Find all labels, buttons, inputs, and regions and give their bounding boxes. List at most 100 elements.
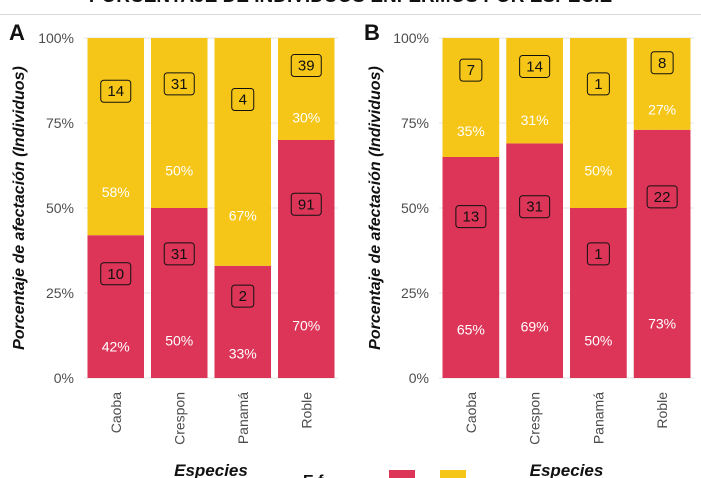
panel-a-bar-top <box>150 38 208 208</box>
panel-a-count-label: 91 <box>290 192 322 216</box>
panel-b-count-label-text: 8 <box>658 55 666 72</box>
panel-b-pct-label: 65% <box>457 321 485 337</box>
legend-key-2 <box>440 470 466 478</box>
panel-a-pct-label: 67% <box>229 208 257 224</box>
panel-a-count-label-box <box>163 242 195 266</box>
panel-a-pct-label: 70% <box>292 318 320 334</box>
panel-a-bar-bottom <box>150 208 208 378</box>
panel-b-y-tick-label: 75% <box>401 115 429 131</box>
panel-a-x-tick-label: Panamá <box>235 392 251 444</box>
panel-a-bar-bottom <box>277 140 335 378</box>
panel-a-count-label: 39 <box>290 54 322 78</box>
panel-b-count-label-box <box>519 195 551 219</box>
panel-b-pct-label: 31% <box>521 112 549 128</box>
legend-key-1 <box>389 470 415 478</box>
panel-a-y-tick-label: 50% <box>46 200 74 216</box>
panel-a-count-label-text: 31 <box>171 246 188 263</box>
panel-b-x-tick-label: Roble <box>654 392 670 429</box>
panel-b-x-tick-label: Crespon <box>527 392 543 445</box>
panel-a-count-label-text: 39 <box>298 58 315 75</box>
panel-b-count-label-text: 1 <box>594 246 602 263</box>
panel-b-count-label-text: 22 <box>654 189 671 206</box>
panel-a-count-label-text: 91 <box>298 196 315 213</box>
panel-b-count-label: 22 <box>646 185 678 209</box>
panel-a-count-label-text: 31 <box>171 76 188 93</box>
panel-a-count-label-box <box>231 88 255 112</box>
panel-b-y-tick-label: 0% <box>409 370 429 386</box>
panel-b-count-label-box <box>650 51 674 75</box>
panel-a-count-label-text: 4 <box>239 92 247 109</box>
panel-b-count-label: 13 <box>455 205 487 229</box>
panel-a-bar-bottom <box>214 265 272 378</box>
panel-b-count-label: 1 <box>586 72 610 96</box>
panel-a-y-tick-label: 100% <box>38 30 74 46</box>
panel-b-y-tick-label: 25% <box>401 285 429 301</box>
panel-b-count-label: 8 <box>650 51 674 75</box>
panel-b-count-label-box <box>459 58 483 82</box>
panel-a-pct-label: 58% <box>102 184 130 200</box>
panel-b-count-label-box <box>586 72 610 96</box>
panel-a-count-label: 14 <box>100 79 132 103</box>
panel-b-count-label: 14 <box>519 54 551 78</box>
panel-b-pct-label: 50% <box>584 333 612 349</box>
panel-b-count-label-box <box>519 54 551 78</box>
panel-b-y-tick-label: 100% <box>393 30 429 46</box>
panel-a-count-label-box <box>100 79 132 103</box>
panel-b-count-label-text: 13 <box>463 209 480 226</box>
panel-b-count-label-text: 1 <box>594 76 602 93</box>
panel-a-x-tick-label: Crespon <box>171 392 187 445</box>
panel-a-count-label-text: 2 <box>239 288 247 305</box>
panel-a-y-axis-label: Porcentaje de afectación (Individuos) <box>11 66 28 350</box>
panel-a-count-label-box <box>290 192 322 216</box>
legend-title: E f <box>303 473 324 478</box>
panel-a-count-label-box <box>290 54 322 78</box>
chart-title: PORCENTAJE DE INDIVIDUOS ENFERMOS POR ES… <box>0 0 701 8</box>
panel-b-count-label: 1 <box>586 242 610 266</box>
panel-b-pct-label: 27% <box>648 102 676 118</box>
panel-a: 0% 25% 50% 75% 100% 10 42% 14 58% Caoba 31 50% 31 50%… <box>9 20 338 478</box>
panel-a-x-axis-label: Especies <box>174 461 248 478</box>
panel-b-count-label-box <box>455 205 487 229</box>
legend: E f <box>303 470 466 478</box>
panel-b-pct-label: 69% <box>521 318 549 334</box>
panel-a-count-label-box <box>163 72 195 96</box>
panel-b-count-label-text: 31 <box>526 199 543 216</box>
panel-a-y-tick-label: 75% <box>46 115 74 131</box>
panel-b-x-tick-label: Panamá <box>590 392 606 444</box>
panel-b-bar-bottom <box>633 129 691 378</box>
panel-a-bar-top <box>87 38 145 236</box>
panel-b-x-axis-label: Especies <box>530 461 604 478</box>
panel-a-x-tick-label: Caoba <box>108 392 124 433</box>
panel-a-count-label-text: 14 <box>107 83 124 100</box>
panel-a-x-tick-label: Roble <box>298 392 314 429</box>
panel-a-tag: A <box>9 20 25 45</box>
panel-b-pct-label: 50% <box>584 163 612 179</box>
title-divider <box>0 14 701 15</box>
panel-b-count-label-box <box>646 185 678 209</box>
panel-b-bar-bottom <box>442 157 500 378</box>
panel-a-count-label: 31 <box>163 242 195 266</box>
panel-b-pct-label: 73% <box>648 315 676 331</box>
panel-a-y-tick-label: 25% <box>46 285 74 301</box>
panel-a-y-tick-label: 0% <box>54 370 74 386</box>
panel-a-bar-bottom <box>87 235 145 378</box>
panel-a-pct-label: 33% <box>229 345 257 361</box>
panel-a-count-label: 2 <box>231 284 255 308</box>
panel-b-bar-bottom <box>570 208 627 378</box>
panel-a-pct-label: 50% <box>165 333 193 349</box>
panel-b-count-label-text: 14 <box>526 58 543 75</box>
panel-b: 0% 25% 50% 75% 100% 13 65% 7 35% Caoba 31 69% 14 31% C… <box>364 20 694 478</box>
panel-b-bar-top <box>570 38 627 208</box>
panel-b-bar-top <box>442 38 500 157</box>
panel-a-pct-label: 50% <box>165 163 193 179</box>
panel-b-bar-bottom <box>506 143 563 378</box>
panel-b-y-tick-label: 50% <box>401 200 429 216</box>
panel-a-count-label-text: 10 <box>107 266 124 283</box>
panel-a-pct-label: 42% <box>102 339 130 355</box>
panel-b-count-label-box <box>586 242 610 266</box>
panel-b-count-label: 31 <box>519 195 551 219</box>
panel-a-count-label: 4 <box>231 88 255 112</box>
panel-a-count-label: 31 <box>163 72 195 96</box>
panel-a-count-label-box <box>231 284 255 308</box>
